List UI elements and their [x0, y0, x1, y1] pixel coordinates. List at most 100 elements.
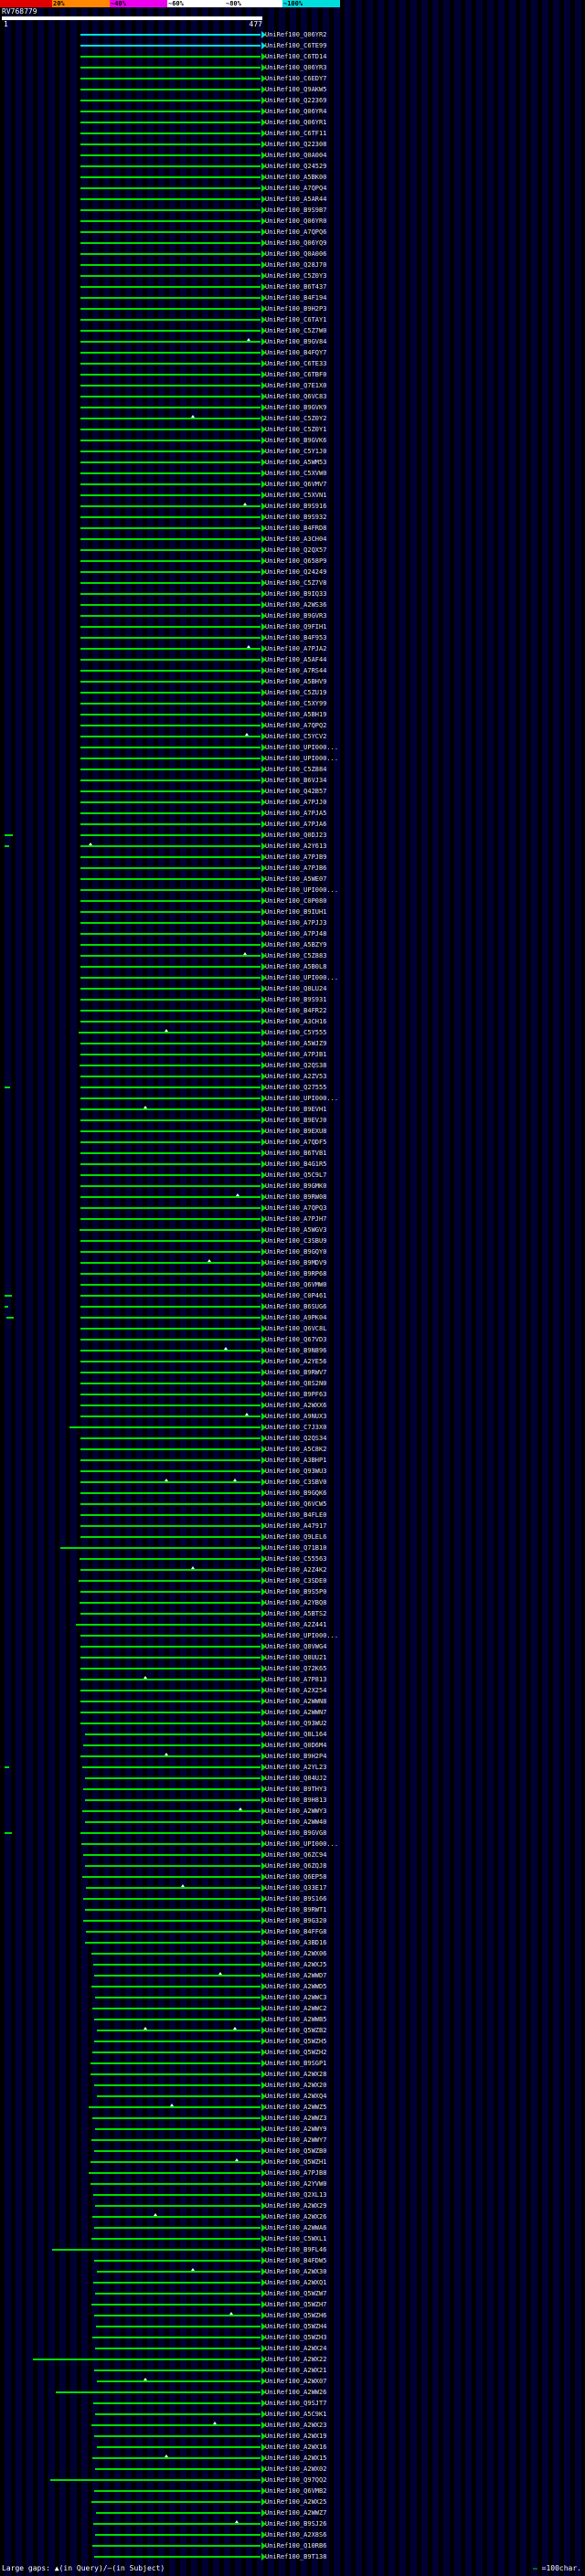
hit-label[interactable]: UniRef100_C5XY99 [265, 700, 327, 707]
hit-label[interactable]: UniRef100_C3SDE0 [265, 1577, 327, 1585]
hit-row[interactable]: UniRef100_A2WWD7 [0, 1970, 585, 1981]
hit-label[interactable]: UniRef100_A7P813 [265, 1676, 327, 1683]
hit-bar[interactable] [80, 418, 261, 419]
hit-label[interactable]: UniRef100_C6TE33 [265, 360, 327, 367]
hit-row[interactable]: UniRef100_B9RW08 [0, 1192, 585, 1203]
hit-bar[interactable] [80, 922, 261, 924]
hit-bar[interactable] [80, 483, 261, 485]
hit-row[interactable]: UniRef100_A7PJB8 [0, 2168, 585, 2178]
hit-row[interactable]: UniRef100_Q27555 [0, 1082, 585, 1093]
hit-label[interactable]: UniRef100_Q6VC83 [265, 393, 327, 400]
hit-bar[interactable] [80, 604, 261, 606]
hit-bar[interactable] [83, 1788, 261, 1790]
hit-bar[interactable] [91, 2216, 261, 2218]
hit-bar[interactable] [59, 1547, 261, 1549]
hit-row[interactable]: UniRef100_A2X254 [0, 1685, 585, 1696]
hit-bar[interactable] [80, 242, 261, 244]
hit-row[interactable]: UniRef100_A2YBQ8 [0, 1597, 585, 1608]
hit-label[interactable]: UniRef100_A2WX20 [265, 2082, 327, 2089]
hit-label[interactable]: UniRef100_C3SBU9 [265, 1237, 327, 1245]
hit-row[interactable]: UniRef100_B9IQ33 [0, 588, 585, 599]
hit-label[interactable]: UniRef100_B9IUH1 [265, 908, 327, 916]
hit-bar[interactable] [84, 1942, 261, 1944]
hit-row[interactable]: UniRef100_A5BZY9 [0, 939, 585, 950]
hit-bar[interactable] [94, 2084, 261, 2086]
hit-bar[interactable] [80, 1383, 261, 1384]
hit-bar[interactable] [95, 2534, 261, 2536]
hit-bar[interactable] [80, 56, 261, 58]
hit-label[interactable]: UniRef100_B9EVJ0 [265, 1117, 327, 1124]
hit-label[interactable]: UniRef100_Q22369 [265, 97, 327, 104]
hit-label[interactable]: UniRef100_Q6VMB2 [265, 2487, 327, 2495]
hit-bar[interactable] [94, 2369, 261, 2371]
hit-label[interactable]: UniRef100_Q8S2N0 [265, 1380, 327, 1387]
hit-label[interactable]: UniRef100_A2WWD5 [265, 1983, 327, 1990]
hit-bar[interactable] [80, 1317, 261, 1319]
hit-bar[interactable] [96, 2512, 261, 2514]
hit-label[interactable]: UniRef100_Q5WZH1 [265, 2158, 327, 2166]
hit-bar[interactable] [85, 1887, 261, 1889]
hit-bar[interactable] [80, 1328, 261, 1330]
hit-bar[interactable] [80, 1394, 261, 1395]
hit-bar[interactable] [80, 736, 261, 737]
hit-label[interactable]: UniRef100_Q06YR0 [265, 217, 327, 225]
hit-row[interactable]: UniRef100_Q06YR2 [0, 29, 585, 40]
hit-label[interactable]: UniRef100_B9S916 [265, 503, 327, 510]
hit-row[interactable]: UniRef100_A2WWA6 [0, 2222, 585, 2233]
hit-bar[interactable] [80, 363, 261, 365]
hit-label[interactable]: UniRef100_B4FQY7 [265, 349, 327, 356]
hit-bar[interactable] [80, 1755, 261, 1757]
hit-row[interactable]: UniRef100_A2WWB5 [0, 2014, 585, 2025]
hit-row[interactable]: UniRef100_Q6EP58 [0, 1871, 585, 1882]
hit-bar[interactable] [95, 2128, 261, 2130]
hit-bar[interactable] [93, 2282, 261, 2284]
hit-row[interactable]: UniRef100_C5Z0Y2 [0, 413, 585, 424]
hit-label[interactable]: UniRef100_A2WWD7 [265, 1972, 327, 1979]
hit-bar[interactable] [80, 1514, 261, 1516]
hit-row[interactable]: UniRef100_A7P813 [0, 1674, 585, 1685]
hit-row[interactable]: UniRef100_Q10RB6 [0, 2540, 585, 2551]
hit-row[interactable]: UniRef100_UPI000... [0, 753, 585, 764]
hit-row[interactable]: UniRef100_B9S5P0 [0, 1586, 585, 1597]
hit-bar[interactable] [80, 198, 261, 200]
hit-row[interactable]: UniRef100_B9IUH1 [0, 906, 585, 917]
hit-label[interactable]: UniRef100_A2Z441 [265, 1621, 327, 1628]
hit-bar[interactable] [80, 1723, 261, 1724]
hit-bar[interactable] [80, 747, 261, 748]
hit-bar[interactable] [95, 2348, 261, 2349]
hit-label[interactable]: UniRef100_Q06YQ9 [265, 239, 327, 247]
hit-bar[interactable] [80, 352, 261, 354]
hit-bar[interactable] [90, 2424, 261, 2426]
hit-bar[interactable] [80, 516, 261, 518]
hit-bar[interactable] [80, 1141, 261, 1143]
hit-row[interactable]: UniRef100_A5BHV9 [0, 676, 585, 687]
hit-row[interactable]: UniRef100_B9GVK9 [0, 402, 585, 413]
hit-bar[interactable] [80, 692, 261, 694]
hit-label[interactable]: UniRef100_A5BZY9 [265, 941, 327, 949]
hit-bar[interactable] [80, 330, 261, 332]
hit-label[interactable]: UniRef100_Q93WU2 [265, 1720, 327, 1727]
hit-bar[interactable] [80, 889, 261, 891]
hit-label[interactable]: UniRef100_A2WXX6 [265, 1402, 327, 1409]
hit-bar[interactable] [80, 385, 261, 387]
hit-row[interactable]: UniRef100_Q0A006 [0, 249, 585, 260]
hit-label[interactable]: UniRef100_Q9LEL6 [265, 1533, 327, 1541]
hit-label[interactable]: UniRef100_A2WX15 [265, 2454, 327, 2462]
hit-bar[interactable] [80, 1832, 261, 1834]
hit-bar[interactable] [80, 1492, 261, 1494]
hit-row[interactable]: UniRef100_B9GMK0 [0, 1181, 585, 1192]
hit-row[interactable]: UniRef100_C5Y555 [0, 1027, 585, 1038]
hit-row[interactable]: UniRef100_A5BTS2 [0, 1608, 585, 1619]
hit-row[interactable]: UniRef100_B9RWV7 [0, 1367, 585, 1378]
hit-bar[interactable] [91, 2304, 261, 2306]
hit-label[interactable]: UniRef100_C0P461 [265, 1292, 327, 1299]
hit-label[interactable]: UniRef100_A5WGV3 [265, 1226, 327, 1234]
hit-label[interactable]: UniRef100_Q5WZH5 [265, 2038, 327, 2045]
hit-row[interactable]: UniRef100_Q5WZH1 [0, 2157, 585, 2168]
hit-label[interactable]: UniRef100_B9S9B7 [265, 207, 327, 214]
hit-row[interactable]: UniRef100_B9RP68 [0, 1268, 585, 1279]
hit-row[interactable]: UniRef100_B4FR22 [0, 1005, 585, 1016]
hit-row[interactable]: UniRef100_A7QPQ6 [0, 227, 585, 238]
hit-bar[interactable] [80, 1087, 261, 1088]
hit-bar[interactable] [93, 2194, 261, 2196]
